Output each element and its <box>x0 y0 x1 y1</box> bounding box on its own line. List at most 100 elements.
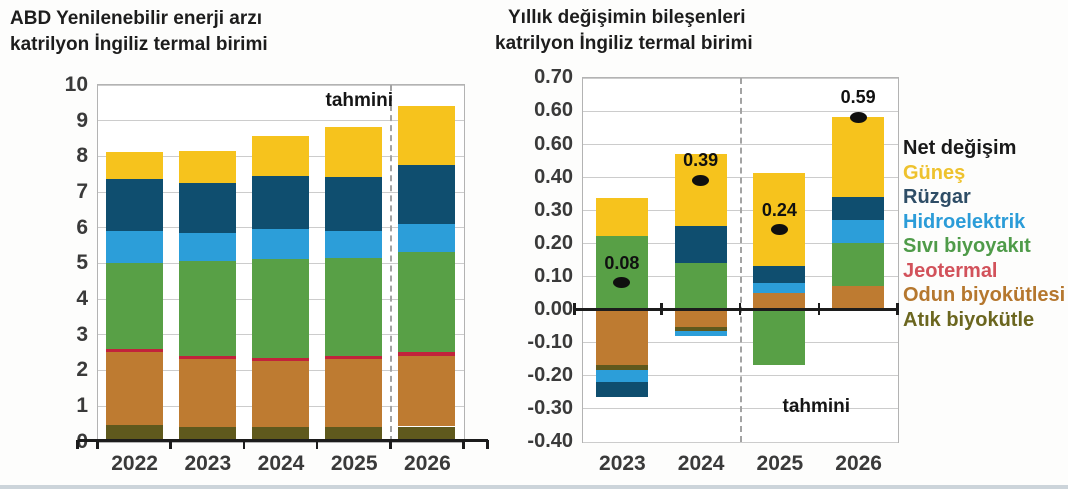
left-chart-title-line2: katrilyon İngiliz termal birimi <box>10 34 268 55</box>
x-axis-year-label: 2024 <box>257 452 305 475</box>
y-axis-tick-label: 2 <box>76 358 88 382</box>
legend-item: Odun biyokütlesi <box>903 284 1066 306</box>
bar-segment <box>105 179 163 231</box>
bar-segment <box>398 426 456 442</box>
bar-segment <box>252 175 309 230</box>
x-axis-year-label: 2023 <box>184 452 232 475</box>
zero-axis-tick <box>573 303 576 316</box>
bar-segment <box>178 150 236 183</box>
legend-item: Güneş <box>903 161 966 184</box>
bar-segment <box>252 357 309 362</box>
bar-segment <box>398 105 456 165</box>
bar-segment <box>753 292 806 310</box>
left-chart-title: ABD Yenilenebilir enerji arzı katrilyon … <box>10 6 268 58</box>
bar-segment <box>674 331 727 337</box>
net-change-dot <box>770 224 788 236</box>
y-axis-tick-label: 0.60 <box>534 132 573 155</box>
x-axis-tick <box>315 439 319 449</box>
right-chart-title-line1: Yıllık değişimin bileşenleri <box>508 7 746 28</box>
bottom-border-strip <box>0 485 1068 489</box>
forecast-label: tahmini <box>325 89 394 111</box>
zero-axis-tick <box>738 303 742 316</box>
bar-segment <box>105 263 163 349</box>
x-axis-year-label: 2026 <box>835 452 882 475</box>
supply-chart-plot-area: tahmini <box>76 83 489 449</box>
net-change-value-label: 0.24 <box>761 199 797 220</box>
y-axis-tick-label: -0.10 <box>527 331 573 354</box>
bar-segment <box>595 309 648 366</box>
bar-segment <box>398 355 456 427</box>
bar-segment <box>105 152 163 180</box>
bar-segment <box>325 257 383 356</box>
y-axis-tick-label: 0.20 <box>534 231 573 254</box>
y-axis-tick-label: 0.40 <box>534 165 573 188</box>
zero-axis-tick <box>660 303 663 316</box>
bar-segment <box>832 117 885 197</box>
bar-segment <box>674 262 727 310</box>
y-axis-tick-label: 5 <box>76 251 88 275</box>
zero-axis-tick <box>896 303 899 316</box>
bar-segment <box>595 365 648 371</box>
y-axis-tick-label: -0.30 <box>527 397 573 420</box>
bar-segment <box>832 196 885 220</box>
right-chart-title: Yıllık değişimin bileşenleri katrilyon İ… <box>495 5 753 57</box>
gridline <box>97 120 464 122</box>
bar-segment <box>252 259 309 358</box>
bar-segment <box>252 136 309 176</box>
zero-axis-tick <box>817 303 820 316</box>
bar-segment <box>105 352 163 426</box>
bar-segment <box>753 266 806 283</box>
bar-segment <box>595 236 648 310</box>
x-axis-tick <box>96 439 99 449</box>
bar-segment <box>325 427 383 442</box>
x-axis-line <box>77 438 488 442</box>
x-axis-tick <box>486 439 489 449</box>
y-axis-tick-label: 0.70 <box>534 66 573 89</box>
bar-segment <box>325 177 383 231</box>
y-axis-tick-label: 0.00 <box>534 298 573 321</box>
bar-segment <box>252 361 309 428</box>
bar-segment <box>398 223 456 253</box>
x-axis-tick <box>462 439 465 449</box>
bar-segment <box>398 252 456 353</box>
y-axis-tick-label: -0.20 <box>527 364 573 387</box>
net-change-dot <box>849 111 867 123</box>
bar-segment <box>178 359 236 428</box>
bar-segment <box>325 230 383 258</box>
y-axis-tick-label: 1 <box>76 394 88 418</box>
bar-segment <box>753 282 806 293</box>
bar-segment <box>674 327 727 332</box>
bar-segment <box>398 164 456 224</box>
bar-segment <box>178 261 236 356</box>
x-axis-year-label: 2025 <box>330 452 378 475</box>
bar-segment <box>178 182 236 233</box>
x-axis-tick <box>242 439 246 449</box>
x-axis-year-label: 2022 <box>111 452 158 475</box>
bar-segment <box>595 198 648 237</box>
x-axis-tick <box>389 439 392 449</box>
legend-item: Sıvı biyoyakıt <box>903 235 1031 257</box>
y-axis-tick-label: 0.10 <box>534 264 573 287</box>
bar-segment <box>178 355 236 360</box>
x-axis-tick <box>76 439 79 449</box>
y-axis-tick-label: 6 <box>76 215 88 239</box>
net-change-value-label: 0.39 <box>683 150 719 171</box>
legend: Net değişim Güneş Rüzgar Hidroelektrik Sıvı … <box>903 136 1068 332</box>
bar-segment <box>595 381 648 397</box>
net-change-value-label: 0.08 <box>604 252 640 273</box>
forecast-divider-line <box>740 77 742 442</box>
legend-item: Jeotermal <box>903 259 998 282</box>
y-axis-tick-label: 3 <box>76 322 88 346</box>
bar-segment <box>178 232 236 262</box>
y-axis-tick-label: -0.40 <box>527 430 573 453</box>
bar-segment <box>832 285 885 310</box>
x-axis-year-label: 2026 <box>404 452 451 475</box>
y-axis-tick-label: 7 <box>76 179 88 203</box>
bar-segment <box>398 352 456 356</box>
left-chart-title-line1: ABD Yenilenebilir enerji arzı <box>10 8 263 29</box>
bar-segment <box>832 219 885 243</box>
bar-segment <box>674 226 727 263</box>
bar-segment <box>252 427 309 442</box>
y-axis-tick-label: 0.60 <box>534 99 573 122</box>
